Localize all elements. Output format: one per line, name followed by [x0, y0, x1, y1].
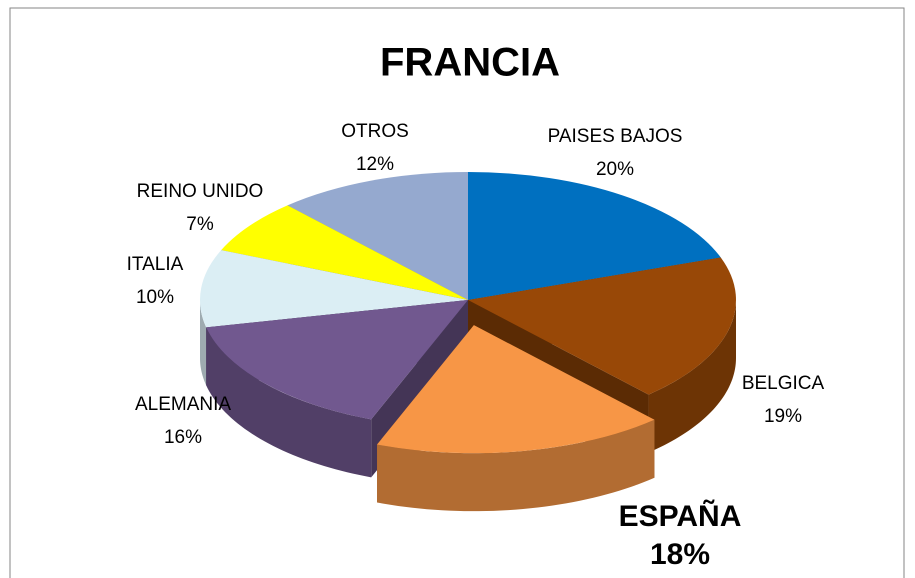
slice-value-label: 16% — [164, 427, 202, 448]
slice-top — [468, 172, 721, 300]
slice-label: PAISES BAJOS — [548, 126, 683, 147]
slice-top — [206, 300, 468, 420]
slice-label: ALEMANIA — [135, 394, 231, 415]
slice-top — [287, 172, 468, 300]
slice-label: REINO UNIDO — [137, 181, 264, 202]
slice-side — [200, 300, 207, 386]
slice-label: BELGICA — [742, 373, 825, 394]
slice-top — [468, 257, 736, 395]
slice-value-label: 7% — [186, 214, 214, 235]
slice-label: ITALIA — [127, 254, 184, 275]
slice-side — [648, 300, 736, 453]
slice-top — [221, 205, 468, 300]
slice-value-label: 18% — [650, 538, 710, 571]
slice-value-label: 20% — [596, 159, 634, 180]
slice — [377, 325, 655, 512]
slice-top — [200, 250, 468, 328]
slice-label: OTROS — [341, 121, 409, 142]
slice-side — [377, 419, 655, 512]
slice-label: ESPAÑA — [619, 499, 742, 533]
slice-side — [206, 327, 372, 478]
slice-value-label: 10% — [136, 287, 174, 308]
chart-title: FRANCIA — [380, 41, 560, 85]
slice-value-label: 19% — [764, 406, 802, 427]
slice-value-label: 12% — [356, 154, 394, 175]
slice-top — [377, 325, 655, 454]
